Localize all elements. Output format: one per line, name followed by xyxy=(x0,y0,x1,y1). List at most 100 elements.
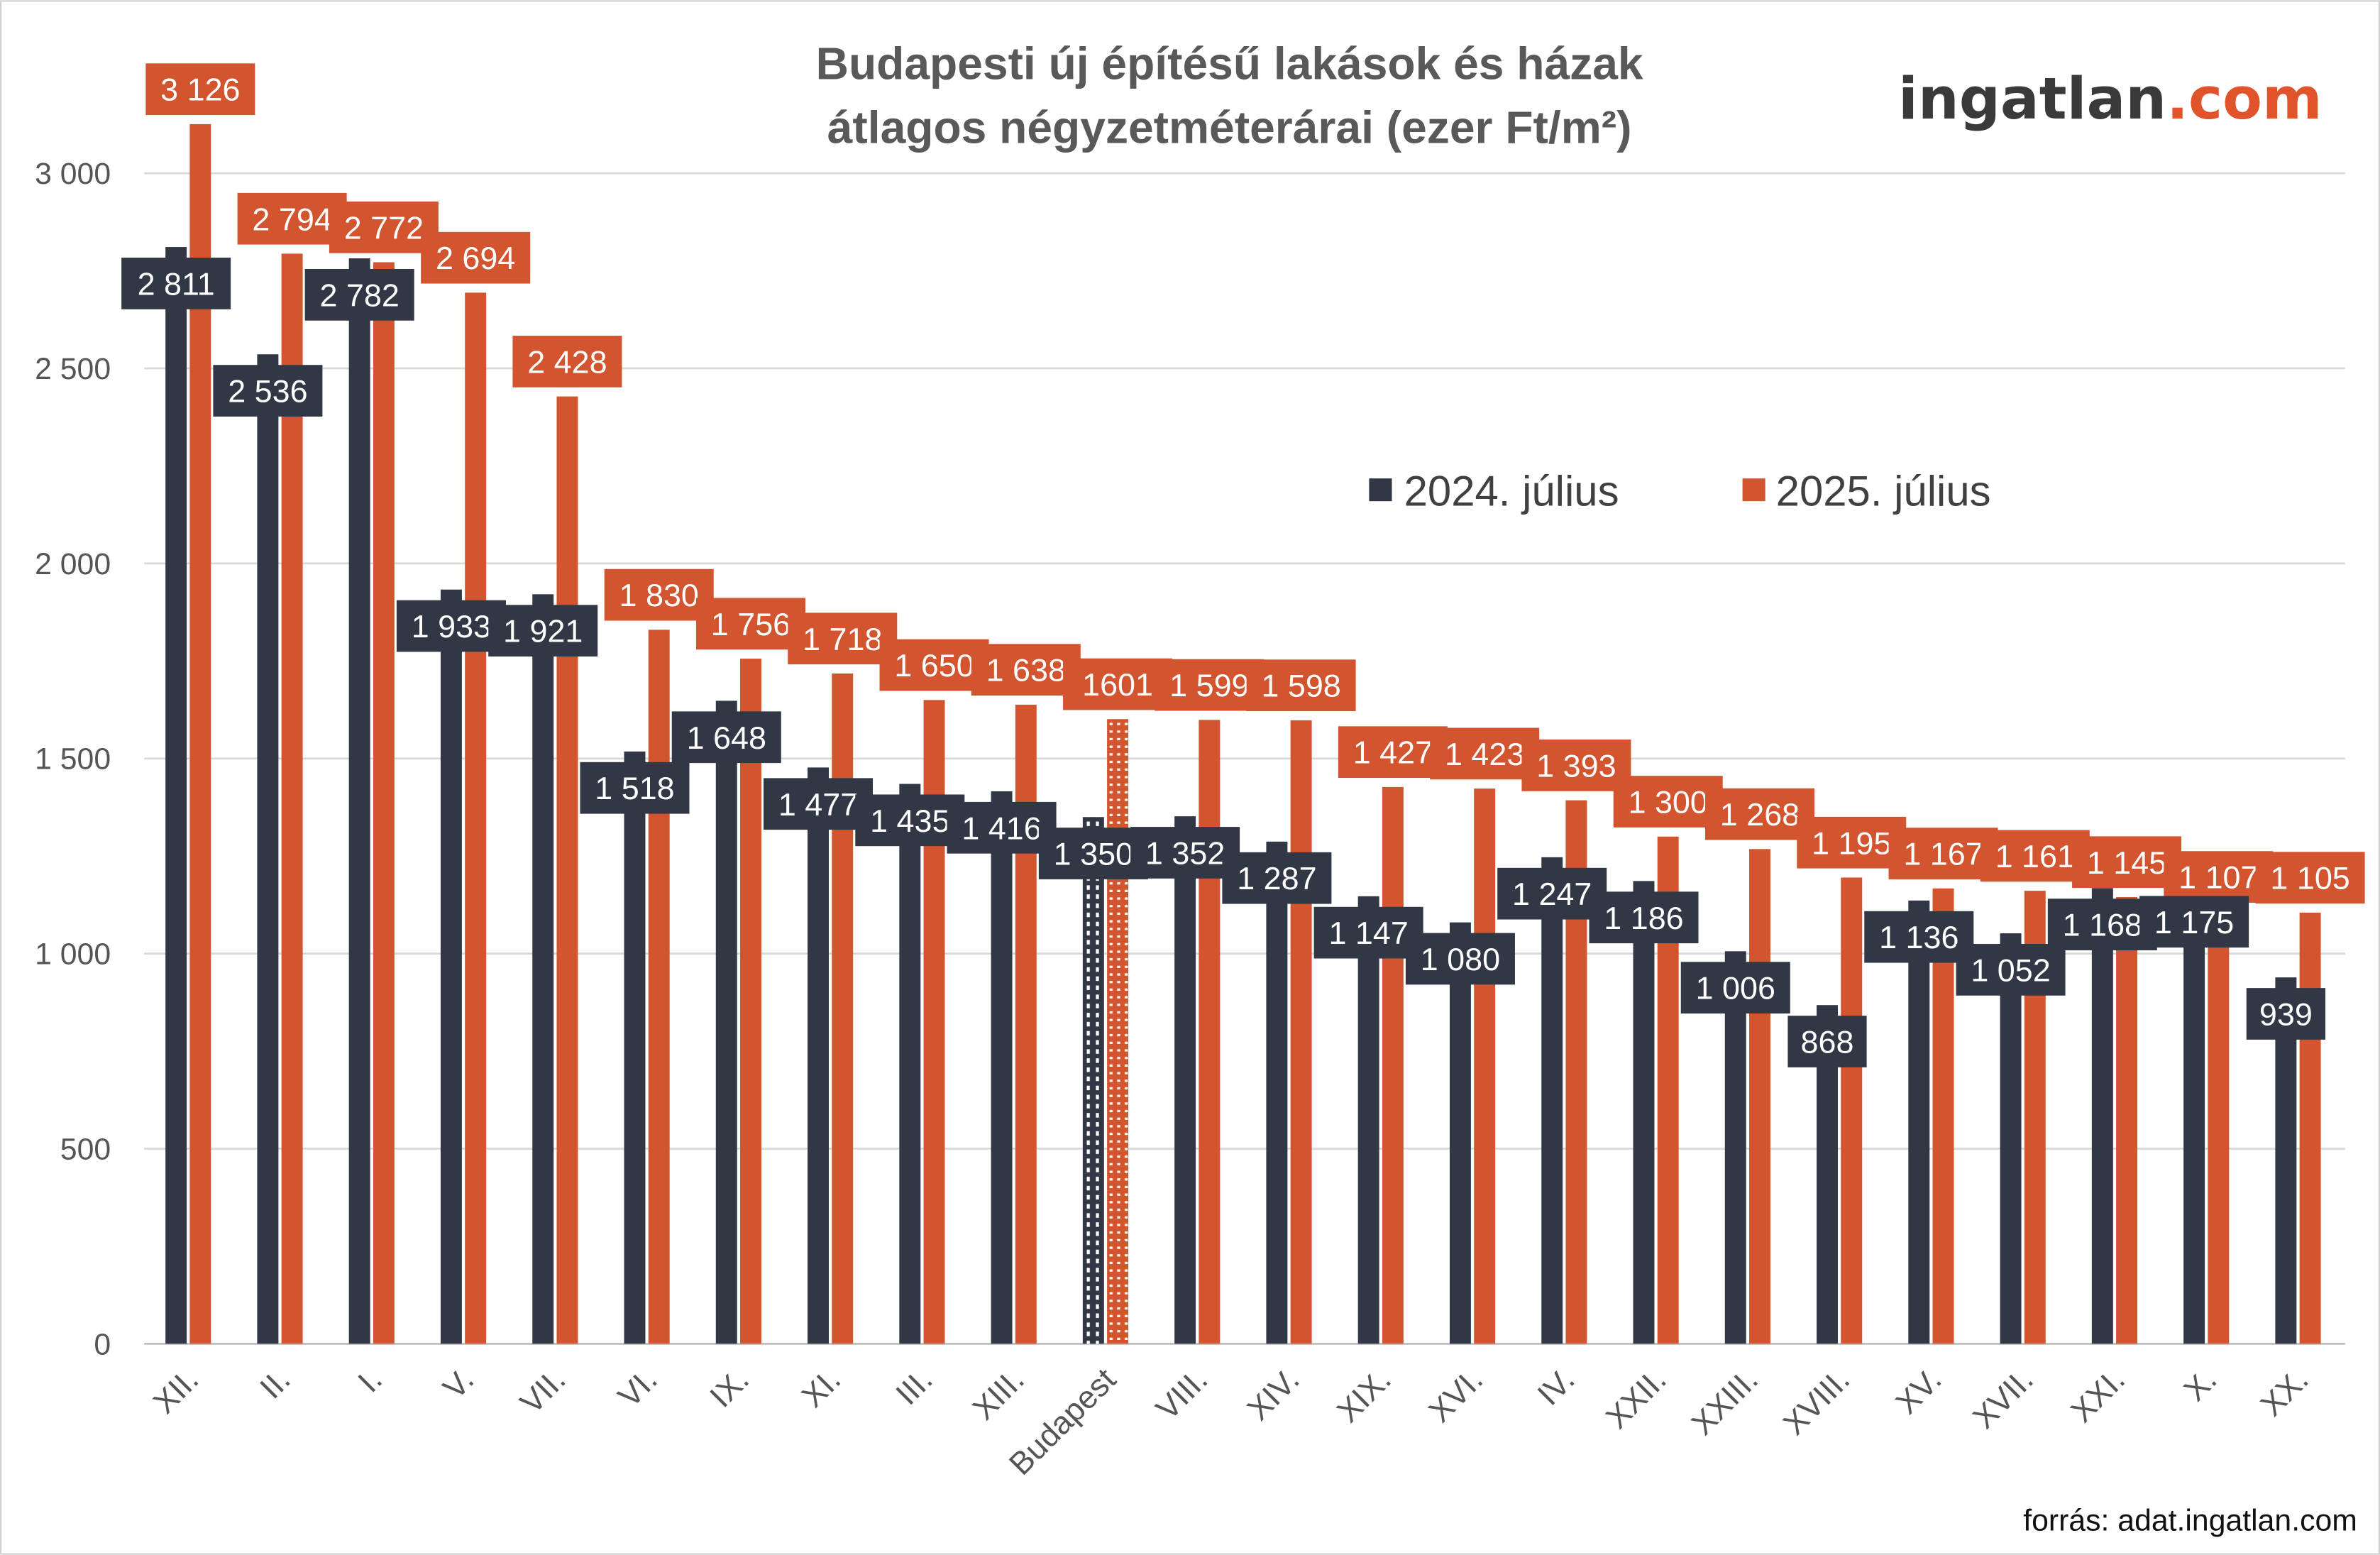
bar-2024 xyxy=(532,594,554,1344)
bar-2025 xyxy=(648,630,670,1344)
data-label: 1 147 xyxy=(1328,915,1408,951)
bar-2025 xyxy=(1290,720,1312,1344)
data-label-box xyxy=(1864,911,1974,963)
data-label-box xyxy=(1038,828,1148,879)
data-label: 1 416 xyxy=(962,810,1041,846)
data-label-box xyxy=(512,336,622,388)
data-label: 1 933 xyxy=(412,608,491,644)
data-label: 1 423 xyxy=(1445,736,1524,772)
data-label: 1 393 xyxy=(1536,747,1616,784)
data-label-box xyxy=(1130,827,1240,879)
data-label-box xyxy=(855,794,965,847)
bar-2024 xyxy=(1724,951,1746,1344)
y-tick-label: 1 500 xyxy=(35,742,111,776)
y-axis: 0 500 1 000 1 500 2 000 2 500 3 000 xyxy=(35,157,111,1361)
legend-label-2024: 2024. július xyxy=(1404,468,1619,515)
data-label-box xyxy=(2246,988,2325,1040)
data-label-box xyxy=(421,231,531,284)
bar-2024 xyxy=(1449,922,1471,1344)
data-label-box xyxy=(1704,788,1814,840)
bar-2024 xyxy=(1082,817,1104,1344)
ingatlan-logo: ingatlan.com xyxy=(1898,66,2323,133)
data-label: 1 107 xyxy=(2178,859,2258,896)
data-label: 1601 xyxy=(1082,666,1153,703)
data-label: 2 694 xyxy=(436,240,515,276)
legend: 2024. július 2025. július xyxy=(1369,468,1991,515)
data-label-box xyxy=(764,778,874,830)
data-label: 1 300 xyxy=(1629,784,1708,820)
data-label: 1 718 xyxy=(803,621,882,657)
data-label: 1 145 xyxy=(2087,845,2166,881)
bar-2024 xyxy=(1633,881,1655,1344)
data-label-box xyxy=(2072,836,2182,889)
data-label: 1 350 xyxy=(1054,836,1133,872)
bar-2025 xyxy=(373,262,395,1344)
y-tick-label: 1 000 xyxy=(35,938,111,972)
bar-2025 xyxy=(1474,789,1496,1344)
data-label-box xyxy=(788,612,898,665)
data-label: 1 477 xyxy=(778,786,858,823)
logo-part-2: .com xyxy=(2166,66,2323,133)
data-label-box xyxy=(1497,867,1607,920)
bar-2024 xyxy=(440,589,462,1344)
data-label: 2 772 xyxy=(344,209,424,246)
data-label-box xyxy=(1222,852,1332,904)
data-label: 1 006 xyxy=(1696,970,1775,1006)
data-label: 1 638 xyxy=(986,652,1066,688)
bars xyxy=(165,123,2321,1344)
bar-2025 xyxy=(1107,719,1129,1344)
bar-2025 xyxy=(465,292,487,1344)
bar-2024 xyxy=(2183,885,2205,1344)
data-label: 1 167 xyxy=(1903,836,1983,872)
data-label: 1 161 xyxy=(1995,838,2075,874)
data-label-box xyxy=(1521,740,1631,791)
bar-2025 xyxy=(832,673,854,1344)
chart-title-line-2: átlagos négyzetméterárai (ezer Ft/m²) xyxy=(827,101,1632,153)
data-label-box xyxy=(1956,944,2066,996)
data-label-box xyxy=(2047,899,2157,950)
source-note: forrás: adat.ingatlan.com xyxy=(2023,1503,2357,1537)
bar-2025 xyxy=(556,396,578,1344)
bar-2024 xyxy=(2091,888,2113,1344)
data-label: 2 428 xyxy=(527,344,607,380)
data-label-box xyxy=(1405,933,1515,985)
data-label-box xyxy=(145,63,255,116)
data-label: 1 427 xyxy=(1353,735,1433,771)
y-tick-label: 3 000 xyxy=(35,157,111,191)
data-label: 2 536 xyxy=(228,373,307,410)
data-label-box xyxy=(329,201,439,253)
data-labels: 3 126 2 794 2 772 2 694 2 428 1 830 1 756 1 718… xyxy=(121,63,2365,1067)
data-label: 1 435 xyxy=(870,803,949,839)
data-label: 1 650 xyxy=(894,647,974,683)
data-label-box xyxy=(1888,828,1998,879)
data-label-box xyxy=(1313,906,1423,959)
data-label-box xyxy=(2255,852,2365,904)
bar-2024 xyxy=(1541,857,1563,1344)
y-tick-label: 0 xyxy=(94,1327,111,1361)
data-label-box xyxy=(879,639,989,691)
data-label-box xyxy=(604,568,714,621)
bar-2024 xyxy=(899,784,921,1344)
data-label: 3 126 xyxy=(160,72,240,108)
bar-2024 xyxy=(1266,841,1288,1344)
data-label-box xyxy=(695,598,805,650)
bar-2024 xyxy=(257,354,279,1344)
bar-2024 xyxy=(624,751,646,1344)
data-label-box xyxy=(1589,891,1699,944)
bar-2025 xyxy=(1015,704,1037,1344)
bar-2024 xyxy=(715,700,737,1344)
bar-2024 xyxy=(1174,816,1196,1344)
logo-part-1: ingatlan xyxy=(1898,66,2166,133)
data-label-box xyxy=(1063,658,1173,710)
data-label-box xyxy=(947,801,1057,854)
bar-2025 xyxy=(1382,786,1404,1344)
bar-2025 xyxy=(2299,912,2321,1344)
data-label: 1 599 xyxy=(1169,667,1249,703)
data-label: 1 648 xyxy=(687,720,766,756)
y-tick-label: 500 xyxy=(60,1132,111,1166)
data-label-box xyxy=(237,192,347,245)
data-label: 1 830 xyxy=(619,577,699,613)
data-label-box xyxy=(304,268,414,321)
bar-2025 xyxy=(2208,911,2230,1344)
data-label: 1 195 xyxy=(1812,825,1891,861)
